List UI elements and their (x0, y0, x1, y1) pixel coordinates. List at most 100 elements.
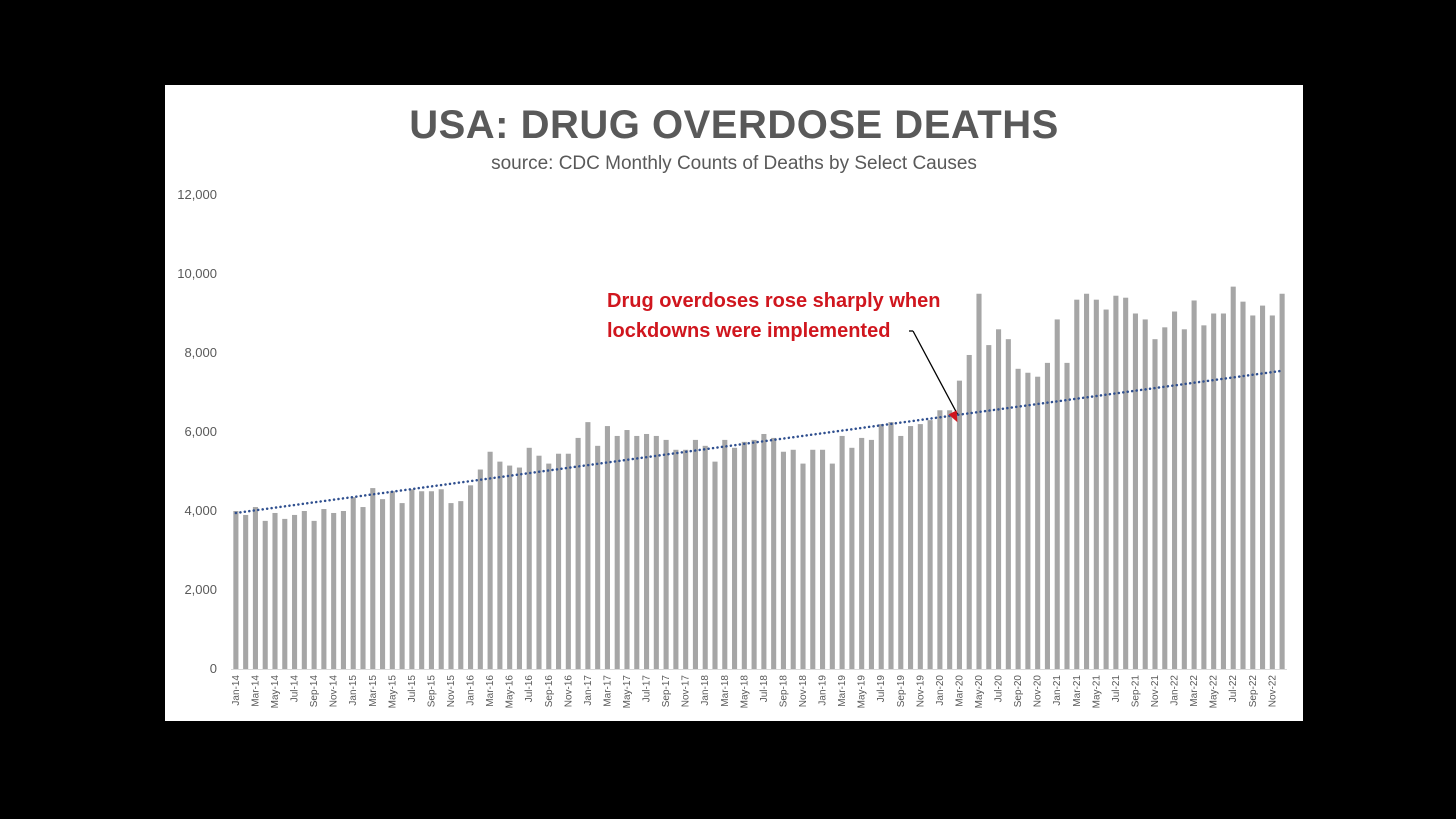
bar-Jul-21 (1113, 295, 1119, 669)
bar-Mar-21 (1074, 299, 1080, 669)
bar-Apr-14 (262, 520, 268, 669)
bar-Dec-18 (810, 449, 816, 669)
annotation: Drug overdoses rose sharply when lockdow… (607, 290, 959, 423)
bar-Apr-18 (732, 447, 738, 669)
bar-Jan-22 (1172, 311, 1178, 669)
bar-Mar-20 (956, 380, 962, 669)
bar-Mar-22 (1191, 300, 1197, 669)
bar-Dec-22 (1279, 293, 1285, 669)
bar-Oct-22 (1260, 305, 1266, 669)
bar-Oct-17 (673, 449, 679, 669)
bar-Dec-21 (1162, 327, 1168, 669)
x-tick-label: Mar-14 (250, 675, 261, 707)
x-tick-label: Jan-14 (231, 675, 242, 706)
x-tick-label: Sep-22 (1248, 675, 1259, 708)
bar-May-20 (976, 293, 982, 669)
bar-May-17 (624, 430, 630, 669)
y-tick-label: 2,000 (184, 582, 217, 597)
chart-panel: USA: DRUG OVERDOSE DEATHS source: CDC Mo… (165, 85, 1303, 721)
bar-Feb-16 (477, 469, 483, 669)
bar-Nov-21 (1152, 339, 1158, 669)
y-tick-label: 4,000 (184, 503, 217, 518)
bar-Sep-20 (1015, 368, 1021, 669)
annotation-arrowhead (948, 410, 958, 423)
bar-Apr-19 (849, 447, 855, 669)
bar-Aug-14 (301, 511, 307, 669)
bars-group (233, 286, 1285, 669)
x-tick-label: Jan-21 (1052, 675, 1063, 706)
x-tick-label: Jul-20 (994, 675, 1005, 703)
bar-Jun-17 (634, 435, 640, 669)
y-axis: 0 2,000 4,000 6,000 8,000 10,000 12,000 (177, 187, 217, 676)
x-tick-label: Nov-19 (915, 675, 926, 708)
bar-Aug-15 (419, 491, 425, 669)
x-tick-label: Mar-17 (602, 675, 613, 707)
bar-Mar-19 (839, 435, 845, 669)
bar-May-16 (507, 465, 513, 669)
bar-Jul-15 (409, 489, 415, 669)
bar-Feb-14 (243, 514, 249, 669)
bar-Mar-15 (370, 488, 376, 669)
bar-Aug-17 (653, 435, 659, 669)
x-tick-label: May-14 (270, 675, 281, 709)
bar-Sep-18 (780, 451, 786, 669)
x-tick-label: Mar-16 (485, 675, 496, 707)
bar-May-21 (1093, 299, 1099, 669)
bar-Feb-17 (595, 445, 601, 669)
bar-Jul-18 (761, 433, 767, 669)
bar-Jun-21 (1103, 309, 1109, 669)
x-tick-label: May-18 (739, 675, 750, 709)
bar-Dec-19 (927, 420, 933, 669)
bar-Jun-20 (986, 345, 992, 669)
bar-May-15 (389, 491, 395, 669)
bar-Mar-16 (487, 451, 493, 669)
bar-Dec-16 (575, 437, 581, 669)
bar-Oct-18 (790, 449, 796, 669)
bar-Jul-20 (996, 329, 1002, 669)
annotation-arrow (912, 330, 959, 415)
bar-Mar-14 (252, 507, 258, 669)
bar-Aug-21 (1123, 297, 1129, 669)
bar-Apr-22 (1201, 325, 1207, 669)
x-tick-label: Jul-14 (290, 675, 301, 703)
bar-Feb-21 (1064, 362, 1070, 669)
x-tick-label: Nov-21 (1150, 675, 1161, 708)
bar-Jan-20 (937, 410, 943, 669)
bar-Sep-15 (428, 491, 434, 669)
bar-Feb-18 (712, 461, 718, 669)
bar-Nov-19 (917, 424, 923, 669)
x-tick-label: Nov-22 (1267, 675, 1278, 708)
bar-Apr-15 (380, 499, 386, 669)
x-tick-label: Sep-16 (544, 675, 555, 708)
bar-May-14 (272, 512, 278, 669)
bar-Oct-16 (556, 453, 562, 669)
x-tick-label: May-21 (1091, 675, 1102, 709)
bar-Nov-17 (683, 449, 689, 669)
x-tick-label: Jan-22 (1170, 675, 1181, 706)
bar-Sep-16 (546, 463, 552, 669)
bar-Dec-17 (692, 439, 698, 669)
x-tick-label: Mar-18 (720, 675, 731, 707)
trendline (234, 369, 1284, 515)
x-tick-label: May-16 (505, 675, 516, 709)
bar-May-22 (1211, 313, 1217, 669)
x-tick-label: Sep-15 (426, 675, 437, 708)
bar-Jan-17 (585, 422, 591, 669)
chart-title: USA: DRUG OVERDOSE DEATHS (409, 103, 1059, 147)
x-tick-label: Jan-16 (466, 675, 477, 706)
y-tick-label: 10,000 (177, 266, 217, 281)
x-tick-label: Jan-20 (935, 675, 946, 706)
bar-Apr-16 (497, 461, 503, 669)
x-tick-label: Mar-22 (1189, 675, 1200, 707)
bar-Jan-21 (1054, 319, 1060, 669)
x-tick-label: Nov-17 (681, 675, 692, 708)
bar-Jan-14 (233, 511, 239, 669)
bar-Jun-22 (1220, 313, 1226, 669)
bar-Nov-16 (565, 453, 571, 669)
x-tick-label: Nov-16 (563, 675, 574, 708)
x-tick-label: May-15 (387, 675, 398, 709)
x-tick-label: Jul-17 (642, 675, 653, 703)
x-tick-label: Jan-18 (700, 675, 711, 706)
bar-Jun-19 (868, 439, 874, 669)
bar-May-18 (741, 441, 747, 669)
